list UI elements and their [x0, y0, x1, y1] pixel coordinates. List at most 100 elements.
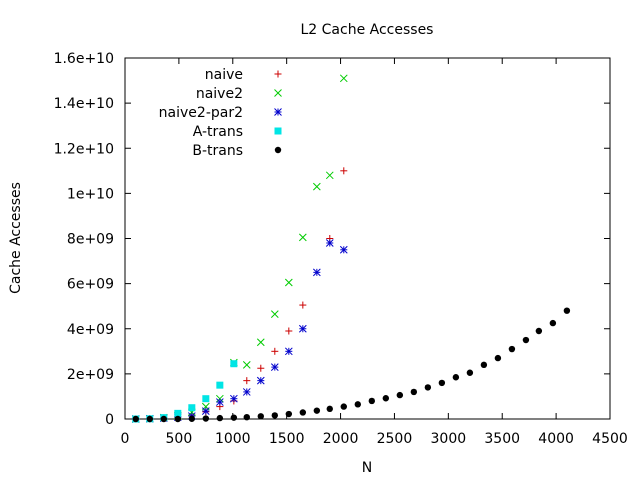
x-tick-label: 0	[121, 431, 130, 447]
x-tick-label: 3500	[484, 431, 520, 447]
legend-item: naive2	[196, 86, 282, 102]
x-tick-label: 4000	[538, 431, 574, 447]
legend-marker	[274, 89, 282, 97]
legend-marker	[274, 70, 282, 78]
data-point	[285, 410, 293, 418]
y-tick-label: 1.6e+10	[54, 51, 114, 67]
data-point	[410, 388, 418, 396]
data-point	[299, 301, 307, 309]
y-tick-label: 8e+09	[67, 232, 114, 248]
series-A-trans	[132, 360, 238, 423]
data-point	[270, 363, 279, 371]
data-point	[326, 405, 333, 413]
chart-title: L2 Cache Accesses	[301, 22, 434, 38]
data-point	[257, 413, 264, 420]
x-axis: 0 500 1000 1500 2000 2500 3000 3500 4000 4500	[121, 58, 628, 447]
data-point	[174, 409, 182, 417]
data-point	[424, 384, 432, 391]
y-tick-label: 4e+09	[67, 322, 114, 338]
series-B-trans	[132, 307, 571, 423]
data-point	[312, 182, 321, 191]
x-tick-label: 1500	[269, 431, 305, 447]
data-point	[313, 407, 321, 414]
x-tick-label: 2500	[377, 431, 413, 447]
x-tick-label: 3000	[431, 431, 467, 447]
y-axis: 0 2e+09 4e+09 6e+09 8e+09 1e+10 1.2e+10 1.4e+10…	[54, 51, 610, 428]
data-point	[312, 268, 321, 277]
legend-marker	[274, 108, 282, 116]
legend-marker	[274, 127, 282, 135]
data-point	[271, 412, 279, 419]
legend-label: naive2-par2	[159, 105, 243, 121]
data-point	[201, 407, 210, 415]
data-point	[256, 376, 265, 385]
data-point	[243, 377, 251, 385]
data-point	[325, 171, 334, 180]
data-point	[522, 336, 530, 344]
data-point	[243, 413, 250, 421]
data-point	[230, 360, 238, 368]
data-point	[242, 360, 251, 369]
data-point	[216, 381, 224, 389]
data-point	[202, 395, 210, 403]
x-tick-label: 500	[166, 431, 193, 447]
data-point	[339, 245, 348, 254]
legend-label: naive2	[196, 86, 243, 102]
data-point	[396, 391, 404, 399]
y-tick-label: 1.4e+10	[54, 96, 114, 112]
data-point	[270, 310, 279, 318]
data-point	[508, 345, 516, 353]
data-point	[216, 414, 224, 422]
legend-item: A-trans	[193, 124, 282, 140]
legend: naive naive2 naive2-par2 A-trans B-trans	[159, 67, 282, 159]
data-point	[188, 415, 196, 422]
series-naive	[132, 167, 348, 423]
data-point	[466, 369, 474, 376]
x-tick-label: 1000	[215, 431, 251, 447]
data-point	[340, 167, 348, 175]
data-point	[215, 398, 224, 406]
x-axis-label: N	[362, 460, 372, 476]
data-point	[535, 327, 543, 335]
data-point	[368, 397, 376, 405]
data-point	[354, 401, 361, 408]
data-point	[340, 403, 347, 410]
data-point	[339, 74, 348, 83]
legend-item: naive	[205, 67, 282, 83]
legend-label: B-trans	[192, 143, 243, 159]
data-point	[256, 338, 265, 347]
data-point	[549, 319, 557, 327]
legend-label: naive	[205, 67, 243, 83]
y-tick-label: 6e+09	[67, 277, 114, 293]
legend-item: B-trans	[192, 143, 282, 159]
data-point	[325, 239, 334, 247]
data-point	[299, 409, 307, 416]
data-point	[480, 361, 488, 369]
data-point	[284, 347, 293, 356]
data-point	[230, 414, 238, 421]
data-point	[174, 415, 182, 423]
y-tick-label: 2e+09	[67, 367, 114, 383]
data-points	[131, 74, 571, 423]
y-tick-label: 1.2e+10	[54, 141, 114, 157]
data-point	[298, 324, 307, 333]
data-point	[494, 354, 502, 362]
data-point	[160, 415, 167, 423]
data-point	[188, 404, 196, 412]
data-point	[202, 415, 210, 422]
data-point	[284, 278, 293, 287]
data-point	[452, 374, 460, 381]
y-tick-label: 0	[105, 412, 114, 428]
data-point	[438, 379, 446, 387]
y-tick-label: 1e+10	[67, 186, 114, 202]
data-point	[298, 233, 307, 242]
data-point	[563, 307, 571, 314]
data-point	[382, 395, 390, 402]
legend-marker	[274, 146, 282, 154]
data-point	[285, 327, 293, 335]
data-point	[146, 415, 153, 423]
data-point	[242, 388, 251, 396]
x-tick-label: 2000	[323, 431, 359, 447]
